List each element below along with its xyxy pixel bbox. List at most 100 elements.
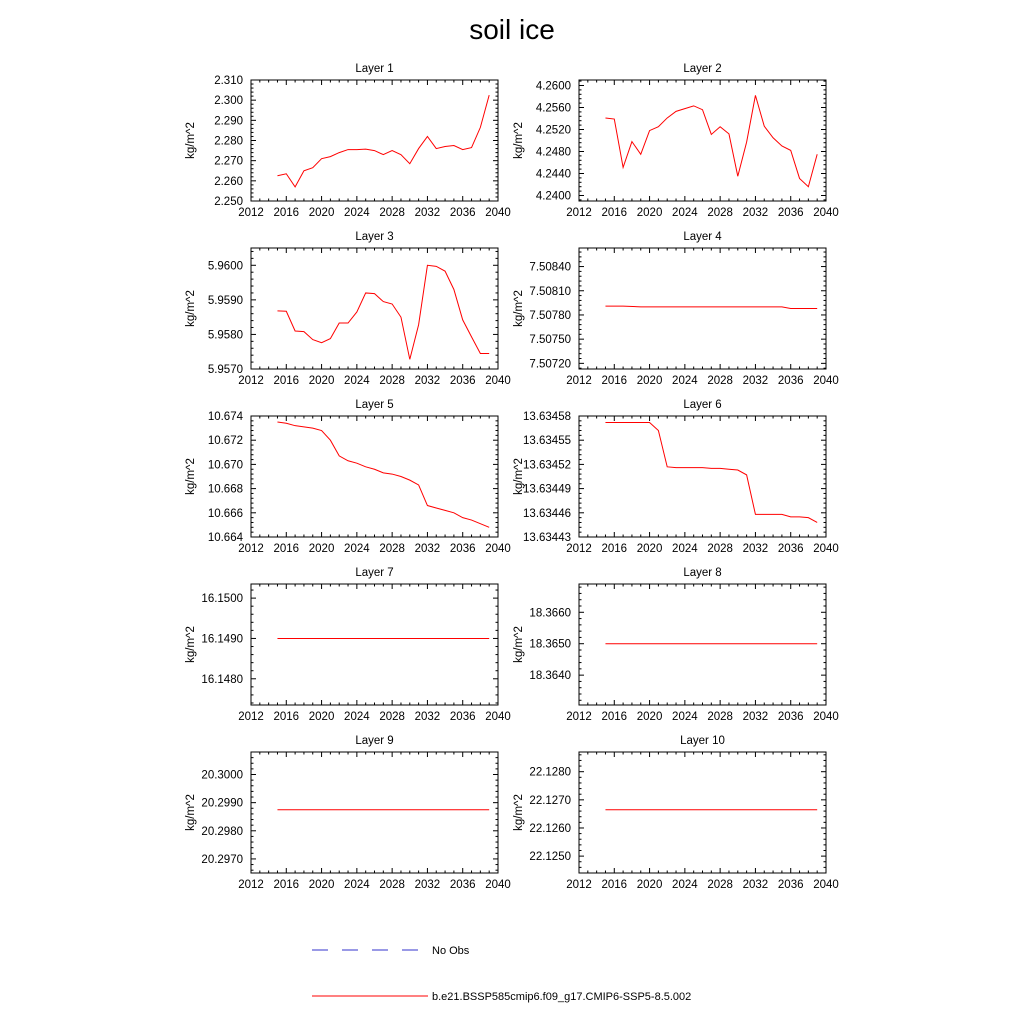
- x-tick-label: 2020: [637, 711, 663, 723]
- panel-title: Layer 4: [683, 231, 722, 243]
- x-tick-label: 2036: [778, 543, 804, 555]
- y-tick-label: 2.290: [214, 115, 243, 127]
- y-tick-label: 13.63446: [523, 508, 571, 520]
- x-tick-label: 2028: [379, 711, 405, 723]
- plot-frame: [578, 79, 827, 202]
- panel-title: Layer 3: [355, 231, 393, 243]
- x-tick-label: 2032: [743, 879, 769, 891]
- y-tick-label: 4.2400: [536, 191, 571, 203]
- y-tick-label: 22.1260: [529, 823, 571, 835]
- y-tick-label: 7.50720: [529, 358, 571, 370]
- y-tick-label: 20.2970: [201, 854, 243, 866]
- x-tick-label: 2032: [743, 207, 769, 219]
- series-line: [605, 305, 818, 309]
- plot-frame: [578, 751, 827, 874]
- y-tick-label: 7.50810: [529, 286, 571, 298]
- x-tick-label: 2040: [813, 207, 839, 219]
- x-tick-label: 2032: [743, 375, 769, 387]
- x-tick-label: 2024: [344, 711, 370, 723]
- x-tick-label: 2040: [485, 711, 511, 723]
- y-tick-label: 16.1480: [201, 674, 243, 686]
- x-tick-label: 2020: [637, 543, 663, 555]
- panel-layer-2: Layer 2 kg/m^2 2012 2016 2020 2024 2028 2032 203…: [513, 63, 839, 219]
- y-tick-label: 20.3000: [201, 770, 243, 782]
- x-tick-label: 2024: [672, 543, 698, 555]
- y-axis-label: kg/m^2: [513, 626, 525, 663]
- x-tick-label: 2020: [309, 375, 335, 387]
- x-tick-label: 2024: [344, 207, 370, 219]
- plot-frame: [578, 415, 827, 538]
- y-tick-label: 2.280: [214, 136, 243, 148]
- x-tick-label: 2036: [450, 711, 476, 723]
- y-tick-label: 18.3650: [529, 639, 571, 651]
- plot-frame: [578, 583, 827, 706]
- y-tick-label: 18.3640: [529, 670, 571, 682]
- y-tick-label: 10.666: [208, 508, 243, 520]
- y-axis-label: kg/m^2: [513, 122, 525, 159]
- plot-frame: [250, 247, 499, 370]
- y-tick-label: 16.1490: [201, 633, 243, 645]
- x-tick-label: 2036: [778, 207, 804, 219]
- y-tick-label: 5.9570: [208, 364, 243, 376]
- y-axis-label: kg/m^2: [185, 794, 197, 831]
- x-tick-label: 2036: [450, 543, 476, 555]
- x-tick-label: 2024: [672, 879, 698, 891]
- x-tick-label: 2032: [743, 543, 769, 555]
- figure-title: soil ice: [469, 14, 555, 45]
- x-tick-label: 2024: [672, 375, 698, 387]
- y-tick-label: 5.9590: [208, 295, 243, 307]
- x-tick-label: 2028: [379, 543, 405, 555]
- y-axis-label: kg/m^2: [185, 458, 197, 495]
- panel-title: Layer 7: [355, 567, 393, 579]
- panel-title: Layer 10: [680, 735, 725, 747]
- x-tick-label: 2028: [379, 207, 405, 219]
- y-axis-label: kg/m^2: [185, 626, 197, 663]
- panel-title: Layer 2: [683, 63, 721, 75]
- x-tick-label: 2012: [566, 879, 592, 891]
- series-line: [277, 264, 490, 360]
- panel-title: Layer 9: [355, 735, 393, 747]
- y-tick-label: 13.63449: [523, 484, 571, 496]
- y-tick-label: 7.50780: [529, 310, 571, 322]
- x-tick-label: 2028: [707, 879, 733, 891]
- x-tick-label: 2012: [566, 207, 592, 219]
- panel-layer-9: Layer 9 kg/m^2 2012 2016 2020 2024 2028 2032 203…: [185, 735, 511, 891]
- plot-frame: [250, 79, 499, 202]
- x-tick-label: 2028: [707, 711, 733, 723]
- series-line: [277, 421, 490, 528]
- y-tick-label: 2.250: [214, 196, 243, 208]
- series-line: [605, 95, 818, 188]
- y-tick-label: 4.2560: [536, 103, 571, 115]
- x-tick-label: 2040: [485, 879, 511, 891]
- y-tick-label: 2.300: [214, 95, 243, 107]
- panel-layer-10: Layer 10 kg/m^2 2012 2016 2020 2024 2028 2032 20…: [513, 735, 839, 891]
- x-tick-label: 2040: [813, 543, 839, 555]
- y-tick-label: 10.672: [208, 435, 243, 447]
- panel-layer-6: Layer 6 kg/m^2 2012 2016 2020 2024 2028 2032 203…: [513, 399, 839, 555]
- y-axis-label: kg/m^2: [185, 122, 197, 159]
- x-tick-label: 2032: [415, 543, 441, 555]
- x-tick-label: 2028: [707, 375, 733, 387]
- y-tick-label: 10.670: [208, 459, 243, 471]
- x-tick-label: 2020: [637, 375, 663, 387]
- y-tick-label: 13.63458: [523, 411, 571, 423]
- x-tick-label: 2040: [485, 543, 511, 555]
- x-tick-label: 2028: [379, 375, 405, 387]
- y-tick-label: 4.2480: [536, 147, 571, 159]
- panel-title: Layer 1: [355, 63, 393, 75]
- panel-layer-8: Layer 8 kg/m^2 2012 2016 2020 2024 2028 2032 203…: [513, 567, 839, 723]
- y-tick-label: 20.2980: [201, 826, 243, 838]
- y-tick-label: 10.674: [208, 411, 244, 423]
- x-tick-label: 2036: [450, 375, 476, 387]
- panel-layer-7: Layer 7 kg/m^2 2012 2016 2020 2024 2028 2032 203…: [185, 567, 511, 723]
- x-tick-label: 2040: [485, 207, 511, 219]
- y-tick-label: 18.3660: [529, 607, 571, 619]
- x-tick-label: 2028: [707, 543, 733, 555]
- y-tick-label: 4.2600: [536, 81, 571, 93]
- x-tick-label: 2036: [778, 375, 804, 387]
- y-tick-label: 13.63452: [523, 459, 571, 471]
- x-tick-label: 2024: [344, 879, 370, 891]
- legend: No Obs b.e21.BSSP585cmip6.f09_g17.CMIP6-…: [312, 945, 691, 1003]
- x-tick-label: 2016: [601, 711, 627, 723]
- x-tick-label: 2032: [415, 207, 441, 219]
